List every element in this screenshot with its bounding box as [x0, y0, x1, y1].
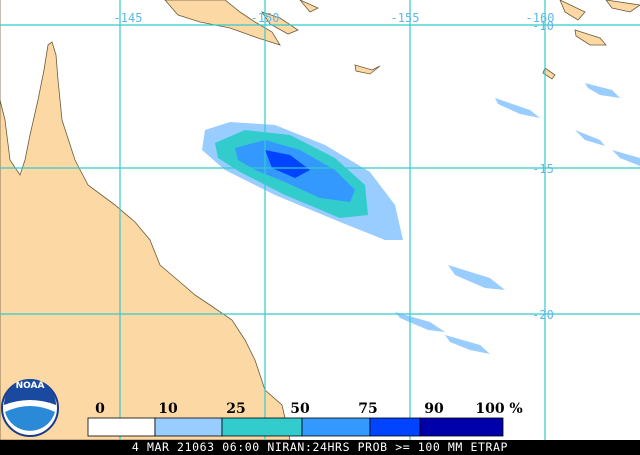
legend-swatch	[369, 417, 421, 437]
longitude-label: -160	[526, 11, 555, 25]
legend-label: 25	[226, 401, 245, 417]
labels: -145 -150 -155 -160-10 -15 -20	[114, 11, 555, 322]
legend-label: 90	[424, 401, 444, 417]
legend-unit: %	[509, 401, 522, 417]
caption: 4 MAR 21063 06:00 NIRAN:24HRS PROB >= 10…	[132, 440, 508, 454]
longitude-label: -155	[391, 11, 420, 25]
latitude-label: -20	[532, 308, 554, 322]
caption-bar	[0, 440, 640, 455]
logo-text: NOAA	[16, 381, 45, 391]
longitude-label: -145	[114, 11, 143, 25]
legend-swatch	[301, 417, 371, 437]
land	[0, 0, 640, 441]
legend-swatch	[221, 417, 303, 437]
graticule	[0, 0, 640, 440]
legend-label: 75	[358, 401, 377, 417]
legend-label: 50	[290, 401, 310, 417]
latitude-label: -10	[532, 19, 554, 33]
legend-swatch	[419, 417, 504, 437]
legend-swatch	[154, 417, 223, 437]
legend-swatch	[87, 417, 156, 437]
legend-label: 0	[95, 401, 105, 417]
probability-areas	[202, 83, 640, 354]
longitude-label: -150	[251, 11, 280, 25]
legend-label: 100	[475, 401, 504, 417]
logo: NOAA	[1, 379, 59, 437]
latitude-label: -15	[532, 162, 554, 176]
legend-label: 10	[158, 401, 178, 417]
